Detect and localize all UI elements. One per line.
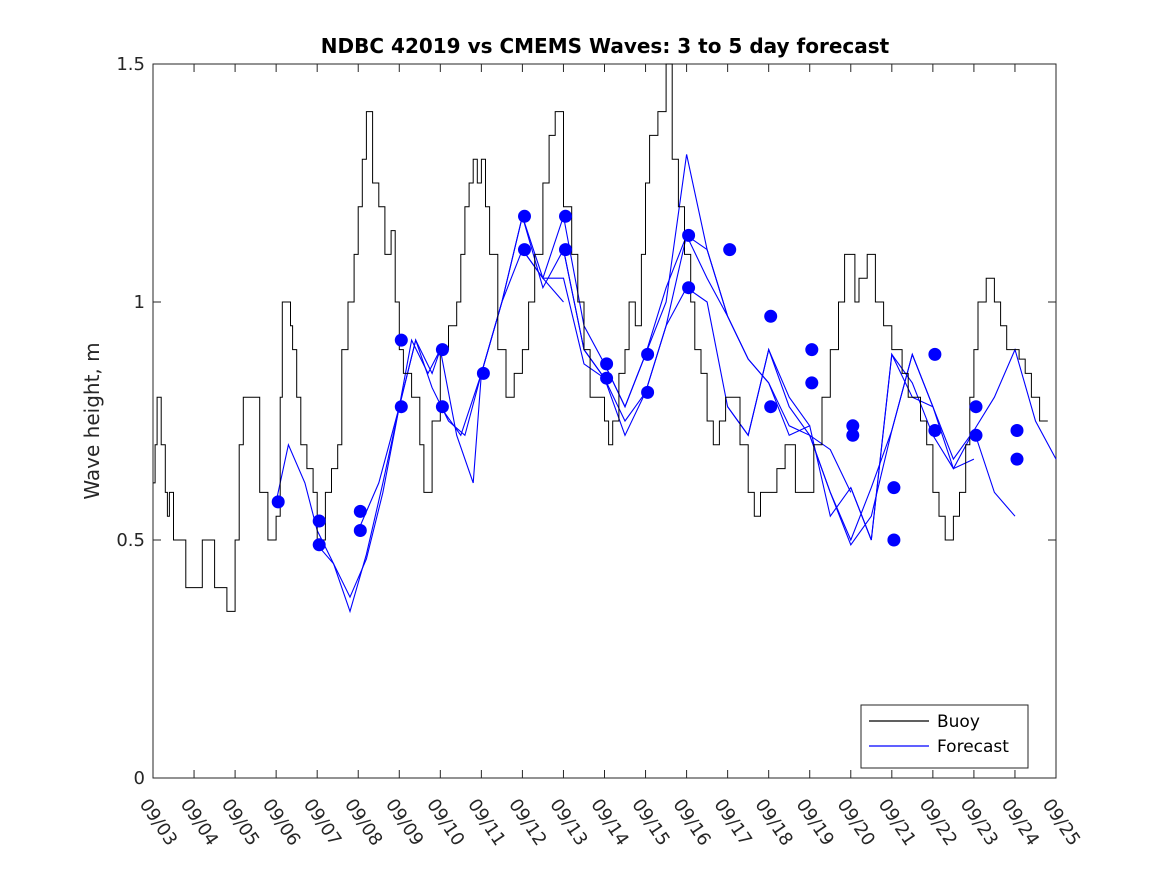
forecast-line xyxy=(398,214,564,437)
forecast-marker xyxy=(271,495,285,509)
forecast-marker xyxy=(764,309,778,323)
forecast-marker xyxy=(435,400,449,414)
buoy-series xyxy=(153,63,1048,612)
forecast-marker xyxy=(394,333,408,347)
legend: Buoy Forecast xyxy=(860,704,1029,769)
forecast-marker xyxy=(969,428,983,442)
y-tick-label: 1.5 xyxy=(116,54,145,75)
legend-box xyxy=(860,704,1029,769)
forecast-marker xyxy=(846,419,860,433)
forecast-marker xyxy=(394,400,408,414)
forecast-marker xyxy=(600,357,614,371)
forecast-marker xyxy=(1010,452,1024,466)
forecast-marker xyxy=(641,347,655,361)
forecast-marker xyxy=(435,343,449,357)
forecast-marker xyxy=(764,400,778,414)
forecast-marker xyxy=(682,281,696,295)
y-tick-label: 0.5 xyxy=(116,530,145,551)
forecast-marker xyxy=(312,514,326,528)
forecast-marker xyxy=(559,209,572,223)
forecast-marker xyxy=(353,524,367,537)
forecast-line xyxy=(316,338,441,614)
forecast-marker xyxy=(641,385,655,399)
forecast-marker xyxy=(518,243,531,257)
forecast-marker xyxy=(600,371,614,385)
forecast-marker xyxy=(682,228,696,242)
forecast-marker xyxy=(723,243,737,257)
y-tick-label: 0 xyxy=(134,768,145,789)
forecast-marker xyxy=(476,366,490,380)
forecast-marker xyxy=(928,347,942,361)
legend-forecast-label: Forecast xyxy=(937,737,1009,757)
y-tick-label: 1 xyxy=(134,292,145,313)
forecast-marker xyxy=(846,428,860,442)
forecast-line xyxy=(357,338,482,531)
legend-buoy-label: Buoy xyxy=(937,712,980,732)
buoy-line xyxy=(153,63,1048,612)
y-axis-label: Wave height, m xyxy=(80,342,104,499)
forecast-markers xyxy=(271,209,1024,552)
chart-title: NDBC 42019 vs CMEMS Waves: 3 to 5 day fo… xyxy=(321,34,890,58)
forecast-marker xyxy=(887,481,901,495)
forecast-marker xyxy=(1010,424,1024,437)
forecast-marker xyxy=(805,343,819,357)
y-axis-ticks: 0 0.5 1 1.5 xyxy=(116,54,1056,789)
forecast-marker xyxy=(805,376,819,390)
forecast-marker xyxy=(887,533,901,547)
forecast-marker xyxy=(969,400,983,414)
forecast-marker xyxy=(928,424,942,437)
forecast-marker xyxy=(559,243,572,257)
forecast-marker xyxy=(312,538,326,552)
forecast-marker xyxy=(518,209,531,223)
forecast-marker xyxy=(353,504,367,518)
